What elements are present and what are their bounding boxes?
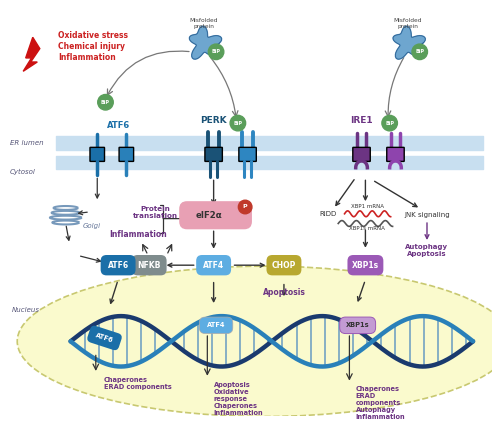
Text: XBP1s: XBP1s (346, 322, 370, 328)
Circle shape (238, 200, 252, 214)
Text: Cytosol: Cytosol (10, 169, 36, 175)
Circle shape (382, 115, 398, 131)
Text: RIDD: RIDD (319, 211, 336, 217)
Circle shape (230, 115, 246, 131)
FancyBboxPatch shape (179, 201, 252, 229)
FancyBboxPatch shape (266, 255, 302, 275)
Polygon shape (23, 37, 40, 71)
Text: Apoptosis: Apoptosis (262, 288, 306, 297)
Circle shape (98, 95, 114, 110)
FancyBboxPatch shape (132, 255, 166, 275)
Text: Autophagy
Apoptosis: Autophagy Apoptosis (406, 244, 448, 257)
Text: Inflammation: Inflammation (110, 230, 168, 239)
Text: Protein
translation: Protein translation (133, 206, 178, 219)
FancyBboxPatch shape (205, 147, 222, 161)
Text: ATF4: ATF4 (207, 322, 226, 328)
Text: IRE1: IRE1 (350, 116, 373, 125)
Text: XBP1s mRNA: XBP1s mRNA (350, 226, 386, 232)
FancyBboxPatch shape (348, 255, 384, 275)
FancyBboxPatch shape (239, 147, 256, 161)
Text: Golgi: Golgi (82, 223, 101, 229)
Text: Chaperones
ERAD
components
Autophagy
Inflammation: Chaperones ERAD components Autophagy Inf… (356, 386, 406, 420)
Text: BiP: BiP (385, 121, 394, 125)
FancyBboxPatch shape (119, 147, 134, 161)
FancyBboxPatch shape (196, 255, 231, 275)
Text: ATF6: ATF6 (108, 261, 128, 270)
FancyBboxPatch shape (88, 326, 122, 350)
Text: ATF6: ATF6 (108, 121, 130, 130)
Text: ATF4: ATF4 (203, 261, 224, 270)
Text: JNK signaling: JNK signaling (404, 212, 450, 218)
Text: ATF6: ATF6 (95, 332, 114, 344)
Text: Misfolded
protein: Misfolded protein (394, 18, 422, 29)
FancyBboxPatch shape (340, 317, 376, 333)
Text: CHOP: CHOP (272, 261, 296, 270)
Text: XBP1 mRNA: XBP1 mRNA (351, 205, 384, 209)
FancyBboxPatch shape (90, 147, 104, 161)
Polygon shape (393, 26, 426, 59)
Text: PERK: PERK (200, 116, 227, 125)
Text: Apoptosis
Oxidative
response
Chaperones
Inflammation: Apoptosis Oxidative response Chaperones … (214, 382, 264, 416)
Ellipse shape (17, 266, 500, 416)
Text: Misfolded
protein: Misfolded protein (190, 18, 218, 29)
Text: P: P (243, 205, 248, 209)
Text: NFKB: NFKB (138, 261, 161, 270)
Circle shape (412, 44, 428, 59)
Text: Oxidative stress: Oxidative stress (58, 31, 128, 40)
Text: BiP: BiP (212, 49, 220, 54)
FancyBboxPatch shape (200, 317, 233, 333)
Text: ER lumen: ER lumen (10, 140, 43, 146)
FancyBboxPatch shape (386, 147, 404, 161)
Text: XBP1s: XBP1s (352, 261, 379, 270)
Text: BiP: BiP (101, 100, 110, 105)
Text: Chemical injury: Chemical injury (58, 42, 126, 51)
Text: Chaperones
ERAD components: Chaperones ERAD components (104, 377, 172, 390)
FancyBboxPatch shape (100, 255, 136, 275)
Text: BiP: BiP (415, 49, 424, 54)
Circle shape (208, 44, 224, 59)
Text: Nucleus: Nucleus (12, 307, 40, 313)
Polygon shape (190, 26, 222, 59)
Text: BiP: BiP (234, 121, 242, 125)
Text: eIF2α: eIF2α (196, 211, 222, 220)
FancyBboxPatch shape (353, 147, 370, 161)
Text: Inflammation: Inflammation (58, 53, 116, 62)
